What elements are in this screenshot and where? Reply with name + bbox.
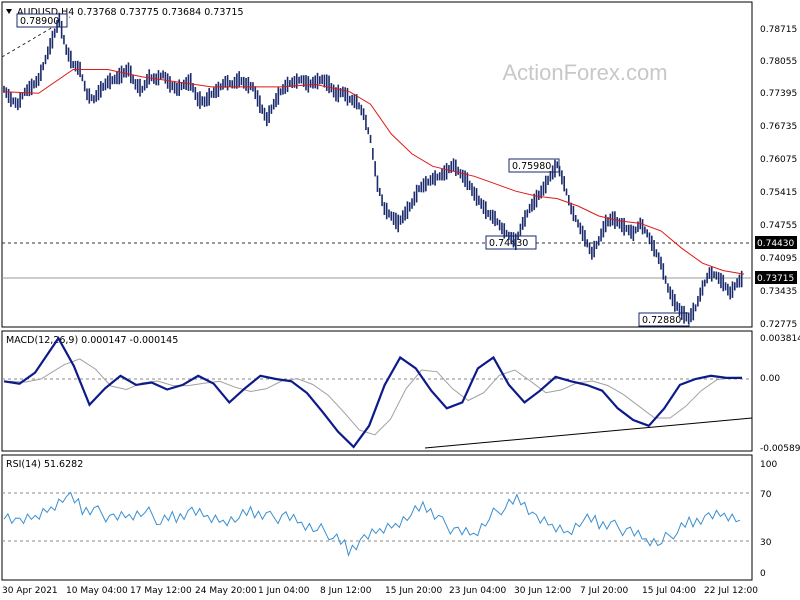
price-tick: 0.76735: [760, 122, 797, 132]
x-axis-label: 30 Apr 2021: [2, 586, 58, 596]
annotation-low-1: 0.74430: [489, 238, 528, 249]
dropdown-triangle-icon[interactable]: [6, 9, 12, 14]
price-y-axis: 0.78715 0.78055 0.77395 0.76735 0.76075 …: [760, 25, 797, 330]
x-axis-label: 1 Jun 04:00: [258, 586, 310, 596]
trend-line-dashed: [1, 16, 71, 58]
x-axis-label: 10 May 04:00: [66, 586, 128, 596]
x-axis-label: 22 Jul 12:00: [704, 586, 758, 596]
annotation-high-1: 0.78900: [20, 16, 59, 27]
price-tick: 0.75415: [760, 188, 797, 198]
x-axis-label: 15 Jun 20:00: [385, 586, 442, 596]
resistance-label-box: [755, 236, 797, 249]
price-tick: 0.78055: [760, 57, 797, 67]
rsi-tick: 100: [760, 460, 777, 470]
rsi-panel-frame: [1, 454, 753, 581]
macd-line: [3, 336, 742, 449]
macd-tick: 0.00: [760, 374, 780, 384]
macd-signal-line: [9, 358, 743, 436]
watermark: ActionForex.com: [502, 60, 667, 85]
resistance-label: 0.74430: [757, 239, 794, 249]
rsi-line: [3, 491, 741, 558]
current-price-box: [755, 271, 797, 284]
price-tick: 0.77395: [760, 89, 797, 99]
macd-tick: 0.003814: [760, 334, 800, 344]
x-axis-label: 15 Jul 04:00: [642, 586, 696, 596]
macd-panel-frame: [1, 330, 753, 452]
rsi-tick: 70: [760, 490, 772, 500]
macd-tick: -0.005895: [760, 444, 800, 454]
macd-trend-line: [424, 417, 753, 449]
price-tick: 0.78715: [760, 25, 797, 35]
price-tick: 0.74755: [760, 221, 797, 231]
rsi-tick: 30: [760, 538, 772, 548]
annotation-high-2: 0.75980: [512, 161, 551, 172]
price-panel-frame: [1, 1, 753, 328]
annotation-low-2: 0.72880: [642, 315, 681, 326]
moving-average-line: [3, 69, 745, 275]
rsi-tick: 0: [760, 569, 766, 579]
x-axis-label: 17 May 12:00: [130, 586, 192, 596]
annotation-box: [508, 158, 560, 173]
price-header: AUDUSD,H4 0.73768 0.73775 0.73684 0.7371…: [17, 7, 244, 18]
price-tick: 0.73435: [760, 287, 797, 297]
x-axis-label: 7 Jul 20:00: [580, 586, 629, 596]
x-axis-label: 23 Jun 04:00: [449, 586, 506, 596]
annotation-box: [16, 13, 68, 28]
x-axis-labels: 30 Apr 2021 10 May 04:00 17 May 12:00 24 Ma…: [2, 586, 758, 596]
price-tick: 0.76075: [760, 155, 797, 165]
x-axis-label: 24 May 20:00: [195, 586, 257, 596]
current-price-label: 0.73715: [757, 274, 794, 284]
x-axis-label: 8 Jun 12:00: [320, 586, 372, 596]
macd-header: MACD(12,26,9) 0.000147 -0.000145: [6, 335, 178, 346]
price-tick: 0.72775: [760, 320, 797, 330]
rsi-header: RSI(14) 51.6282: [6, 459, 83, 470]
x-axis-label: 30 Jun 12:00: [514, 586, 571, 596]
price-tick: 0.74095: [760, 254, 797, 264]
